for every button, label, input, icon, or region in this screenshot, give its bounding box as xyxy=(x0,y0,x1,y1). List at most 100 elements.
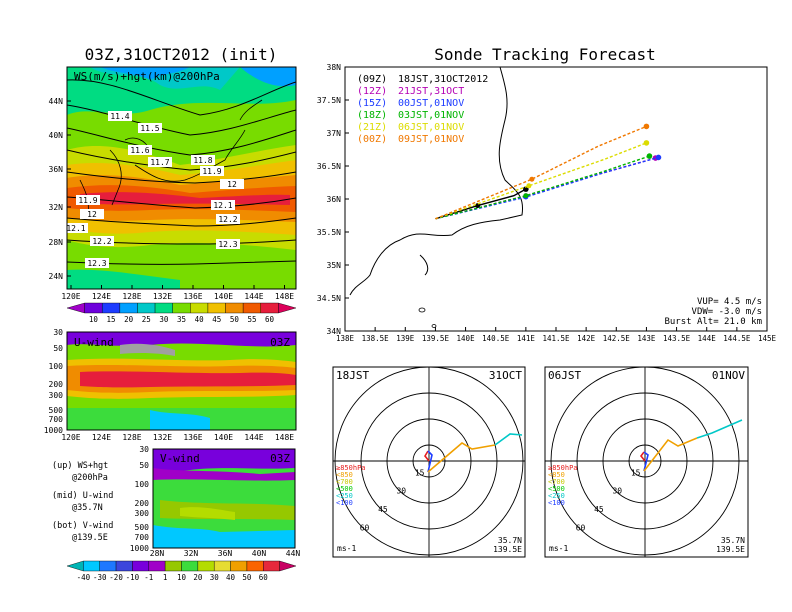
v-lat-label: 28N xyxy=(150,549,165,558)
tracking-title: Sonde Tracking Forecast xyxy=(434,45,656,64)
track-lon-label: 139.5E xyxy=(422,334,450,343)
v-pressure-label: 30 xyxy=(139,445,149,454)
track-burst-point xyxy=(475,203,481,209)
track-legend-time: 21JST,31OCT xyxy=(398,86,464,97)
contour-label-box xyxy=(200,166,224,176)
ws-colorbar-swatch xyxy=(66,302,85,314)
track-param: VUP= 4.5 m/s xyxy=(697,297,762,307)
hodograph-trace xyxy=(427,450,433,473)
contour-label: 11.9 xyxy=(78,196,97,205)
ws-colorbar-tick: 35 xyxy=(177,315,186,324)
ws-colorbar-tick: 30 xyxy=(159,315,169,324)
hodograph-trace xyxy=(427,442,496,473)
legend-note-b: @139.5E xyxy=(72,533,108,543)
u-lon-labels: 120E 124E 128E 132E 136E 140E 144E 148E xyxy=(61,433,294,442)
ws-colorbar-swatch xyxy=(102,302,121,314)
uv-colorbar-swatch xyxy=(263,560,280,572)
track-series-line xyxy=(435,188,527,220)
hodograph-legend: <850 xyxy=(548,471,565,479)
ws-colorbar-swatch xyxy=(137,302,156,314)
hodograph-legend: ≥850hPa xyxy=(336,464,366,472)
hodograph-unit: ms-1 xyxy=(549,544,568,553)
v-lat-labels: 28N 32N 36N 40N 44N xyxy=(150,549,301,558)
ws-colorbar-swatch xyxy=(154,302,173,314)
track-legend-time: 03JST,01NOV xyxy=(398,110,464,121)
legend-note-b: @35.7N xyxy=(72,503,103,513)
u-lon-label: 132E xyxy=(153,433,172,442)
hodograph-time: 06JST xyxy=(548,369,581,382)
map-lat-label: 36N xyxy=(49,165,64,174)
u-lon-label: 128E xyxy=(122,433,141,442)
uv-colorbar-swatch xyxy=(197,560,215,572)
track-lat-label: 37N xyxy=(327,129,342,138)
hodograph-lon: 139.5E xyxy=(493,545,522,554)
u-wind-label: U-wind xyxy=(74,336,114,349)
legend-note-a: (bot) V-wind xyxy=(52,521,113,531)
ws-colorbar-swatch xyxy=(260,302,279,314)
u-pressure-label: 300 xyxy=(49,391,64,400)
track-lat-label: 35.5N xyxy=(317,228,341,237)
map-lon-label: 120E xyxy=(61,292,80,301)
v-pressure-label: 300 xyxy=(135,509,150,518)
track-param: VDW= -3.0 m/s xyxy=(692,307,762,317)
hodograph-legend: <250 xyxy=(336,492,353,500)
track-burst-point xyxy=(526,183,532,189)
contour-label-box xyxy=(220,179,244,189)
contour-label-box xyxy=(216,214,240,224)
legend-note-a: (up) WS+hgt xyxy=(52,461,108,471)
hodograph-date: 01NOV xyxy=(712,369,745,382)
track-lat-label: 38N xyxy=(327,63,342,72)
hodograph-legend: <700 xyxy=(336,478,353,486)
v-pressure-label: 200 xyxy=(135,499,150,508)
uv-colorbar-swatch xyxy=(279,560,297,572)
hodograph-lat: 35.7N xyxy=(498,536,522,545)
hodograph-legend: <500 xyxy=(336,485,353,493)
map-lon-label: 136E xyxy=(183,292,202,301)
contour-label: 12.2 xyxy=(218,215,237,224)
hodograph-legend: <250 xyxy=(548,492,565,500)
uv-colorbar-tick: -30 xyxy=(93,573,107,582)
contour-label-box xyxy=(191,155,215,165)
ws-colorbar-tick: 15 xyxy=(107,315,116,324)
track-param: Burst Alt= 21.0 km xyxy=(664,317,762,327)
map-lon-label: 148E xyxy=(275,292,294,301)
contour-label-box xyxy=(211,200,235,210)
ws-colorbar-swatch xyxy=(119,302,138,314)
uv-colorbar-swatch xyxy=(181,560,199,572)
uv-colorbar: -40 -30 -20 -10 -1 1 10 20 30 40 50 60 xyxy=(66,560,297,582)
v-pressure-label: 700 xyxy=(135,533,150,542)
track-legend-time: 06JST,01NOV xyxy=(398,122,464,133)
panel-legend-notes: (up) WS+hgt @200hPa (mid) U-wind @35.7N (bot… xyxy=(52,461,113,543)
track-landing-point xyxy=(643,140,650,146)
uv-colorbar-tick: -10 xyxy=(126,573,140,582)
track-lon-label: 145E xyxy=(758,334,777,343)
v-lat-label: 36N xyxy=(218,549,233,558)
hodograph-ring-label: 15 xyxy=(631,468,641,477)
u-pressure-label: 100 xyxy=(49,362,64,371)
hodograph-trace xyxy=(696,419,743,439)
track-lon-labels: 138E 138.5E 139E 139.5E 140E 140.5E 141E 141.5E… xyxy=(336,327,777,343)
track-burst-point xyxy=(529,176,535,182)
track-legend-time: 18JST,31OCT2012 xyxy=(398,74,488,85)
contour-label: 11.5 xyxy=(140,124,159,133)
v-wind-label: V-wind xyxy=(160,452,200,465)
contour-label: 12.3 xyxy=(87,259,106,268)
contour-label: 12.2 xyxy=(92,237,111,246)
uv-colorbar-swatch xyxy=(164,560,182,572)
u-pressure-label: 700 xyxy=(49,415,64,424)
u-lon-label: 144E xyxy=(244,433,263,442)
ws-colorbar: 10 15 20 25 30 35 40 45 50 55 60 xyxy=(66,302,297,324)
map-lon-label: 124E xyxy=(92,292,111,301)
track-lon-label: 141E xyxy=(517,334,536,343)
uv-colorbar-swatch xyxy=(230,560,248,572)
contour-labels: 11.411.511.611.7 11.811.91211.91212.112.1… xyxy=(67,111,244,268)
legend-note-a: (mid) U-wind xyxy=(52,491,113,501)
contour-label: 11.6 xyxy=(130,146,149,155)
hodograph-trace xyxy=(643,437,698,472)
hodograph-ring-label: 60 xyxy=(576,523,586,532)
map-field: 11.411.511.611.7 11.811.91211.91212.112.1… xyxy=(67,67,296,289)
hodograph-date: 31OCT xyxy=(489,369,522,382)
v-pressure-label: 500 xyxy=(135,523,150,532)
